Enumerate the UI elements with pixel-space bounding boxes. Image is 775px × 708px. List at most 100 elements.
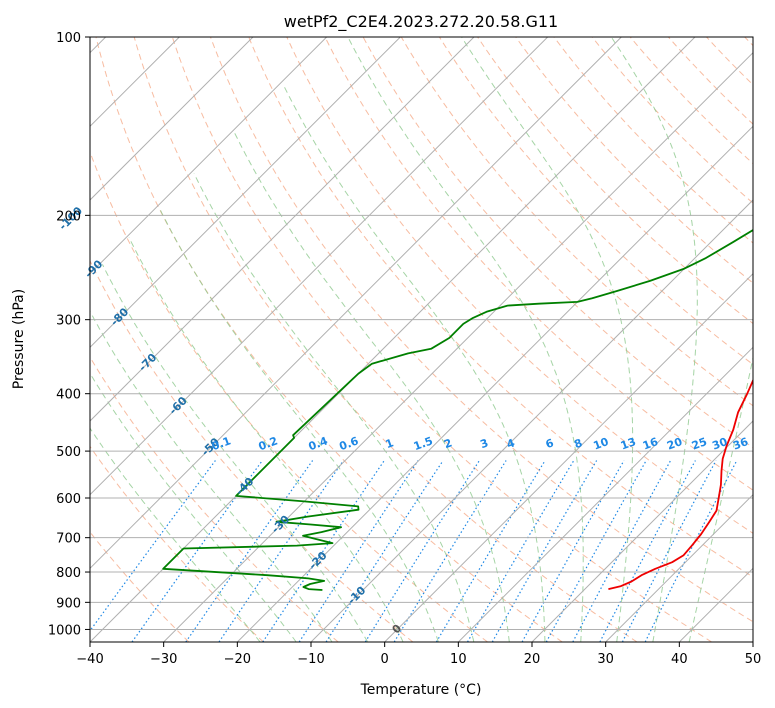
mixing-ratio-label: 0.4 (307, 434, 330, 453)
mixing-ratio-line (644, 460, 738, 642)
x-tick-label: −10 (297, 652, 324, 667)
moist-adiabat (282, 83, 546, 642)
isotherm (457, 346, 753, 642)
y-tick-label: 100 (56, 31, 81, 46)
dry-adiabat (210, 37, 753, 623)
y-tick-label: 300 (56, 314, 81, 329)
sounding-series (162, 229, 753, 591)
isotherm (90, 37, 254, 201)
mixing-ratio-label: 1.5 (412, 434, 435, 453)
y-tick-label: 500 (56, 445, 81, 460)
mixing-ratio-label: 30 (710, 435, 729, 453)
x-tick-label: 20 (524, 652, 541, 667)
mixing-ratio-line (435, 460, 546, 642)
dry-adiabat (400, 37, 753, 407)
moist-adiabat (610, 37, 698, 642)
mixing-ratio-line (491, 460, 598, 642)
x-tick-label: 0 (381, 652, 389, 667)
mixing-ratio-line (298, 460, 419, 642)
isotherm (90, 37, 549, 496)
mixing-ratio-label: 16 (641, 435, 660, 453)
mixing-ratio-line (131, 460, 263, 642)
moist-adiabat (688, 355, 753, 642)
isotherm (310, 199, 753, 642)
isotherm (90, 37, 401, 349)
isotherm (384, 272, 753, 642)
mixing-ratio-line (545, 460, 647, 642)
mixing-ratio-line (185, 460, 314, 642)
isotherm (90, 37, 328, 275)
mixing-ratio-line (521, 460, 625, 642)
isotherm (90, 37, 475, 422)
dry-adiabat (477, 37, 753, 325)
isotherm (236, 125, 753, 642)
temperature-line (608, 378, 753, 590)
isotherm (163, 51, 753, 642)
dry-adiabat (629, 37, 753, 165)
dry-adiabat (171, 37, 712, 642)
y-axis-title: Pressure (hPa) (11, 289, 27, 389)
mixing-ratio-label: 8 (572, 436, 584, 451)
moist-adiabat (193, 173, 475, 642)
x-tick-label: −20 (224, 652, 251, 667)
chart-title: wetPf2_C2E4.2023.272.20.58.G11 (284, 12, 558, 32)
mixing-ratio-line (218, 460, 344, 642)
x-tick-label: −30 (150, 652, 177, 667)
y-tick-label: 200 (56, 209, 81, 224)
y-tick-label: 900 (56, 596, 81, 611)
dry-adiabat (324, 37, 753, 491)
mixing-ratio-label: 6 (544, 436, 556, 451)
y-tick-label: 400 (56, 388, 81, 403)
isotherm (605, 493, 753, 642)
moist-adiabat (158, 207, 439, 642)
dry-adiabat (90, 445, 264, 642)
x-tick-label: −40 (76, 652, 103, 667)
mixing-ratio-label: 10 (592, 435, 611, 453)
x-tick-label: 50 (745, 652, 762, 667)
mixing-ratio-label: 0.6 (338, 434, 361, 453)
x-tick-label: 30 (597, 652, 614, 667)
mixing-ratio-line (466, 460, 575, 642)
dry-adiabat (591, 37, 753, 204)
dry-adiabat (515, 37, 753, 284)
isotherm (90, 37, 622, 570)
dewpoint-line (162, 229, 753, 591)
mixing-ratio-label: 25 (690, 435, 709, 452)
moist-adiabat (90, 310, 333, 642)
mixing-ratio-label: 36 (731, 435, 750, 453)
y-tick-label: 600 (56, 492, 81, 507)
mixing-ratio-label: 0.1 (210, 434, 233, 453)
mixing-ratio-label: 13 (619, 435, 638, 452)
moist-adiabat (128, 237, 404, 642)
y-tick-label: 700 (56, 532, 81, 547)
mixing-ratio-line (393, 460, 507, 642)
y-tick-label: 800 (56, 566, 81, 581)
mixing-ratio-line (262, 460, 385, 642)
isopleth-labels: -100-90-80-70-60-50-40-30-20-1000.1 0.2 0.… (56, 204, 750, 636)
mixing-ratio-label: 2 (442, 436, 454, 451)
moist-adiabat (347, 37, 584, 642)
dry-adiabat (133, 37, 638, 642)
x-tick-label: 10 (450, 652, 467, 667)
mixing-ratio-label: 20 (665, 435, 684, 453)
background-lines (90, 37, 753, 642)
moist-adiabat (461, 37, 634, 642)
moist-adiabat (90, 427, 261, 642)
pressure-grid (90, 37, 753, 630)
mixing-ratio-label: 4 (505, 436, 517, 451)
mixing-ratio-label: 0.2 (257, 434, 280, 453)
y-tick-label: 1000 (48, 623, 81, 638)
plot-area (90, 37, 753, 642)
mixing-ratio-label: 3 (478, 436, 490, 451)
dry-adiabat (248, 37, 753, 578)
isotherm (90, 37, 696, 642)
axis-ticks: −40 −30 −20 −10 0 10 20 30 40 5010020030040050060… (48, 31, 761, 667)
mixing-ratio-line (90, 460, 216, 632)
dry-adiabat (95, 37, 563, 642)
isotherm (531, 420, 753, 642)
x-axis-title: Temperature (°C) (360, 682, 482, 698)
plot-frame (89, 36, 754, 643)
mixing-ratio-label: 1 (384, 436, 396, 451)
x-tick-label: 40 (671, 652, 688, 667)
